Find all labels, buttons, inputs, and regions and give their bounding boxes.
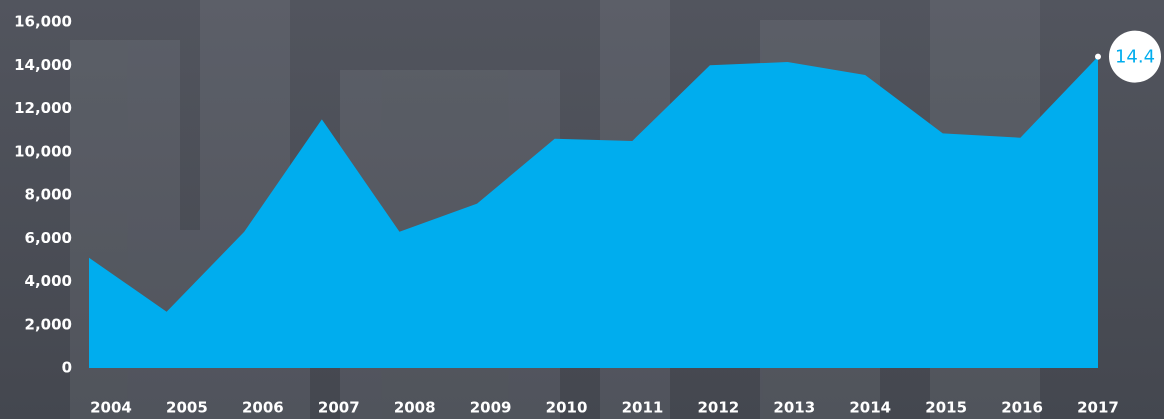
x-tick-label: 2006 bbox=[242, 399, 284, 417]
x-tick-label: 2007 bbox=[318, 399, 360, 417]
x-tick-label: 2004 bbox=[90, 399, 132, 417]
x-tick-label: 2015 bbox=[925, 399, 967, 417]
x-tick-label: 2014 bbox=[849, 399, 891, 417]
x-tick-label: 2016 bbox=[1001, 399, 1043, 417]
y-tick-label: 12,000 bbox=[14, 99, 72, 117]
y-tick-label: 0 bbox=[62, 359, 72, 377]
x-tick-label: 2009 bbox=[470, 399, 512, 417]
x-tick-label: 2011 bbox=[622, 399, 664, 417]
y-tick-label: 8,000 bbox=[25, 186, 72, 204]
value-label: 14.4 bbox=[1115, 47, 1155, 68]
y-tick-label: 2,000 bbox=[25, 315, 72, 333]
value-label-bubble bbox=[1109, 30, 1161, 83]
x-tick-label: 2017 bbox=[1077, 399, 1119, 417]
y-tick-label: 6,000 bbox=[25, 229, 72, 247]
y-tick-label: 4,000 bbox=[25, 272, 72, 290]
point-marker bbox=[1095, 53, 1101, 60]
x-tick-label: 2012 bbox=[698, 399, 740, 417]
area bbox=[89, 56, 1098, 368]
y-tick-label: 14,000 bbox=[14, 56, 72, 74]
x-tick-label: 2010 bbox=[546, 399, 588, 417]
y-tick-label: 10,000 bbox=[14, 142, 72, 160]
x-tick-label: 2013 bbox=[773, 399, 815, 417]
x-tick-label: 2005 bbox=[166, 399, 208, 417]
y-tick-label: 16,000 bbox=[14, 13, 72, 31]
x-tick-label: 2008 bbox=[394, 399, 436, 417]
